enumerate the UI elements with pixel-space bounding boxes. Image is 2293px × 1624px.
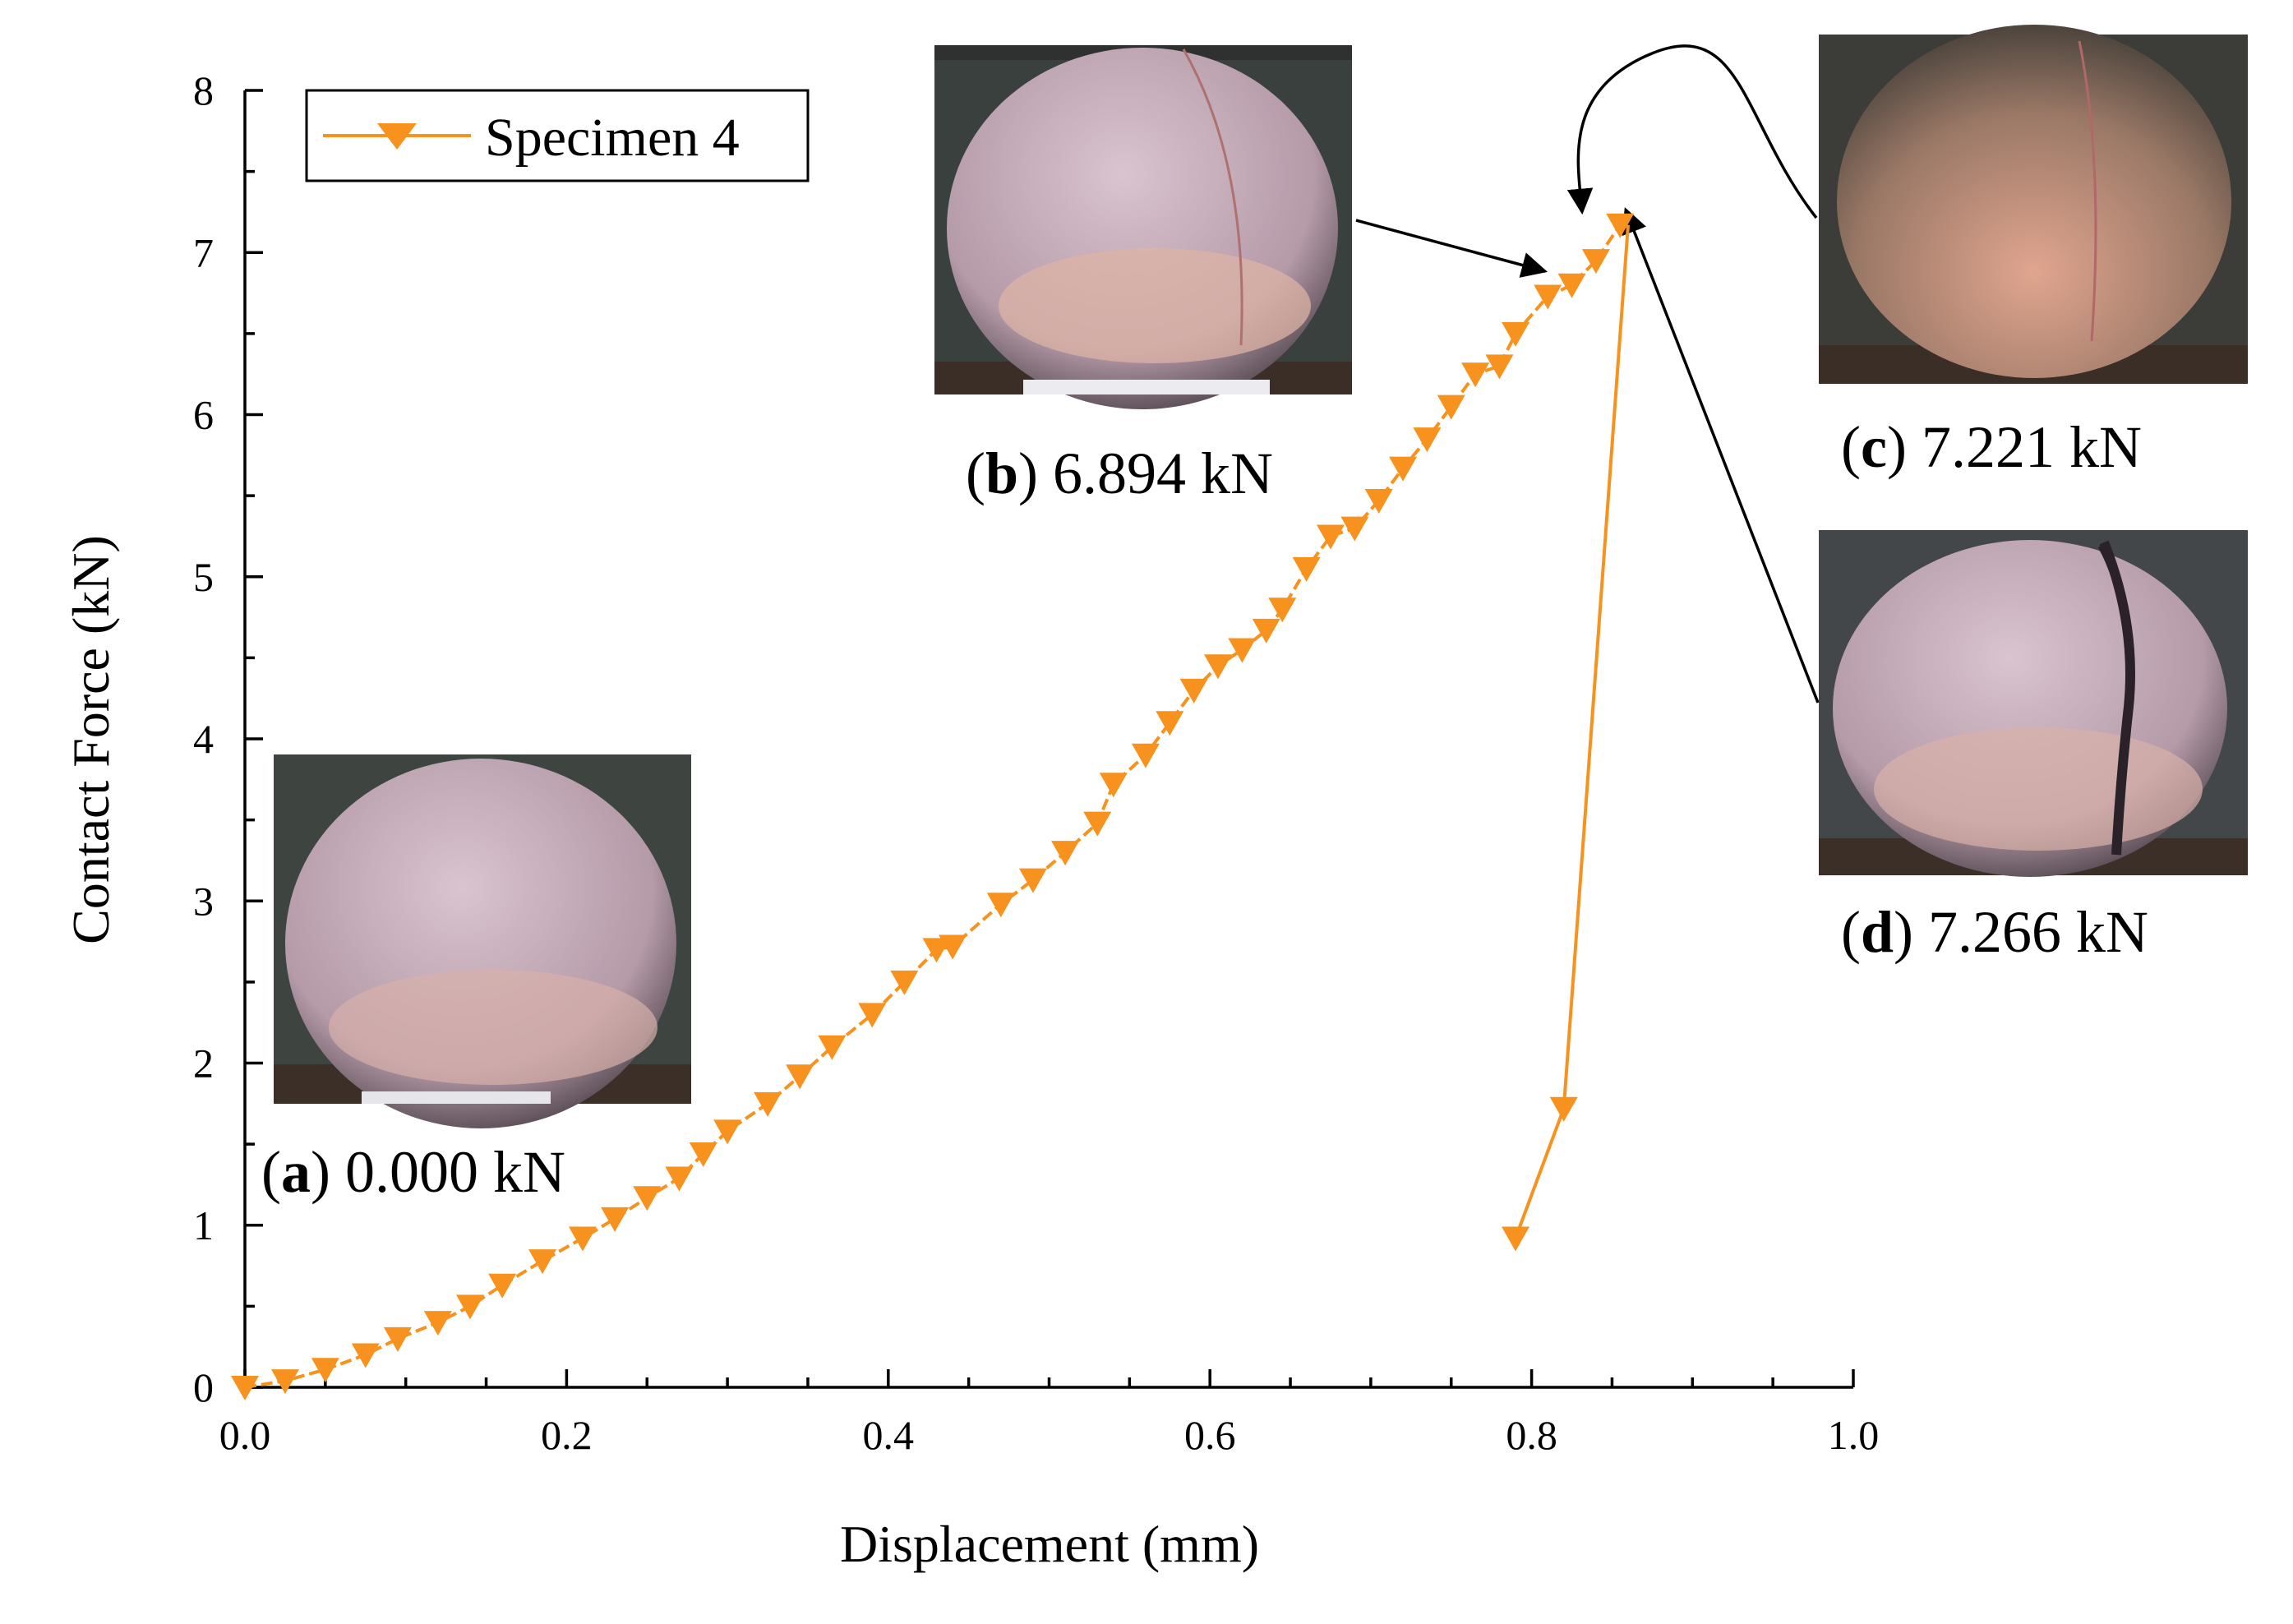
data-point — [1549, 1096, 1578, 1122]
annotation-arrows — [1355, 44, 1820, 704]
unloading-curve — [1514, 224, 1630, 1239]
data-point — [455, 1294, 484, 1320]
y-ticks: 0 1 2 3 4 5 6 7 8 — [193, 67, 263, 1410]
data-point — [689, 1142, 717, 1167]
y-tick-label: 1 — [193, 1202, 214, 1248]
data-point — [1203, 654, 1232, 680]
data-point — [1581, 249, 1610, 275]
data-point — [818, 1035, 847, 1060]
data-point — [488, 1273, 517, 1299]
data-point — [1485, 354, 1514, 380]
data-point — [351, 1343, 380, 1368]
data-point — [1268, 597, 1297, 623]
data-point — [528, 1249, 557, 1275]
data-point — [1131, 743, 1160, 768]
x-tick-label: 0.0 — [219, 1412, 271, 1458]
y-tick-label: 8 — [193, 67, 214, 113]
photo-d — [1819, 530, 2248, 877]
y-tick-label: 6 — [193, 392, 214, 438]
data-point — [633, 1186, 662, 1211]
photo-b — [934, 45, 1352, 409]
data-point — [270, 1369, 299, 1395]
data-point — [922, 938, 951, 963]
photo-a — [274, 754, 691, 1128]
data-point — [423, 1311, 452, 1336]
data-point — [1557, 273, 1586, 298]
data-point — [1099, 773, 1128, 798]
data-point — [890, 970, 919, 995]
x-axis-title: Displacement (mm) — [840, 1515, 1259, 1573]
y-tick-label: 0 — [193, 1364, 214, 1410]
data-point — [1534, 284, 1562, 310]
data-point — [986, 893, 1015, 918]
photo-c — [1819, 25, 2248, 384]
series-specimen-4 — [231, 213, 1635, 1400]
data-point — [1389, 456, 1418, 482]
x-tick-label: 1.0 — [1828, 1412, 1880, 1458]
x-ticks: 0.0 0.2 0.4 0.6 0.8 1.0 — [219, 1369, 1880, 1458]
caption-a: (a) 0.000 kN — [261, 1139, 565, 1205]
data-point — [1364, 489, 1393, 514]
data-point — [1340, 516, 1369, 542]
data-point — [1502, 321, 1530, 347]
data-point — [601, 1206, 630, 1232]
data-point — [1316, 524, 1345, 550]
caption-d: (d) 7.266 kN — [1841, 899, 2148, 965]
data-point — [754, 1091, 782, 1117]
data-point — [1179, 678, 1208, 704]
y-tick-label: 5 — [193, 554, 214, 600]
loading-curve — [244, 224, 1622, 1389]
legend-label: Specimen 4 — [485, 108, 740, 168]
arrow-c — [1566, 44, 1818, 219]
data-point — [1413, 427, 1442, 453]
data-point — [1437, 394, 1465, 420]
y-axis-title: Contact Force (kN) — [62, 535, 120, 944]
legend-marker — [377, 123, 417, 150]
axes: 0 1 2 3 4 5 6 7 8 0.0 0.2 0.4 0.6 0.8 1.0 — [193, 67, 1879, 1458]
data-point — [1156, 711, 1184, 736]
legend: Specimen 4 — [305, 89, 810, 182]
data-point — [1292, 556, 1321, 582]
data-point — [383, 1326, 412, 1352]
data-point — [311, 1358, 339, 1383]
data-point — [568, 1226, 597, 1252]
data-point — [1606, 213, 1635, 238]
arrow-d — [1622, 207, 1820, 704]
data-point — [1051, 841, 1080, 866]
data-point — [665, 1166, 694, 1192]
data-point — [858, 1003, 887, 1028]
data-point — [1502, 1226, 1530, 1252]
y-tick-label: 2 — [193, 1040, 214, 1087]
data-point — [231, 1376, 259, 1400]
data-point — [713, 1119, 742, 1145]
data-point — [1083, 811, 1112, 837]
data-point — [1018, 868, 1047, 893]
y-tick-label: 3 — [193, 878, 214, 924]
data-point — [786, 1064, 814, 1090]
caption-c: (c) 7.221 kN — [1841, 414, 2142, 480]
y-tick-label: 4 — [193, 716, 214, 762]
data-point — [1228, 638, 1257, 663]
x-tick-label: 0.6 — [1184, 1412, 1236, 1458]
data-point — [1461, 362, 1490, 388]
x-tick-label: 0.2 — [541, 1412, 593, 1458]
data-point — [939, 934, 967, 960]
arrow-b — [1355, 219, 1548, 278]
x-tick-label: 0.8 — [1506, 1412, 1557, 1458]
caption-b: (b) 6.894 kN — [966, 441, 1273, 506]
data-point — [1252, 618, 1280, 644]
x-tick-label: 0.4 — [863, 1412, 915, 1458]
y-tick-label: 7 — [193, 229, 214, 275]
